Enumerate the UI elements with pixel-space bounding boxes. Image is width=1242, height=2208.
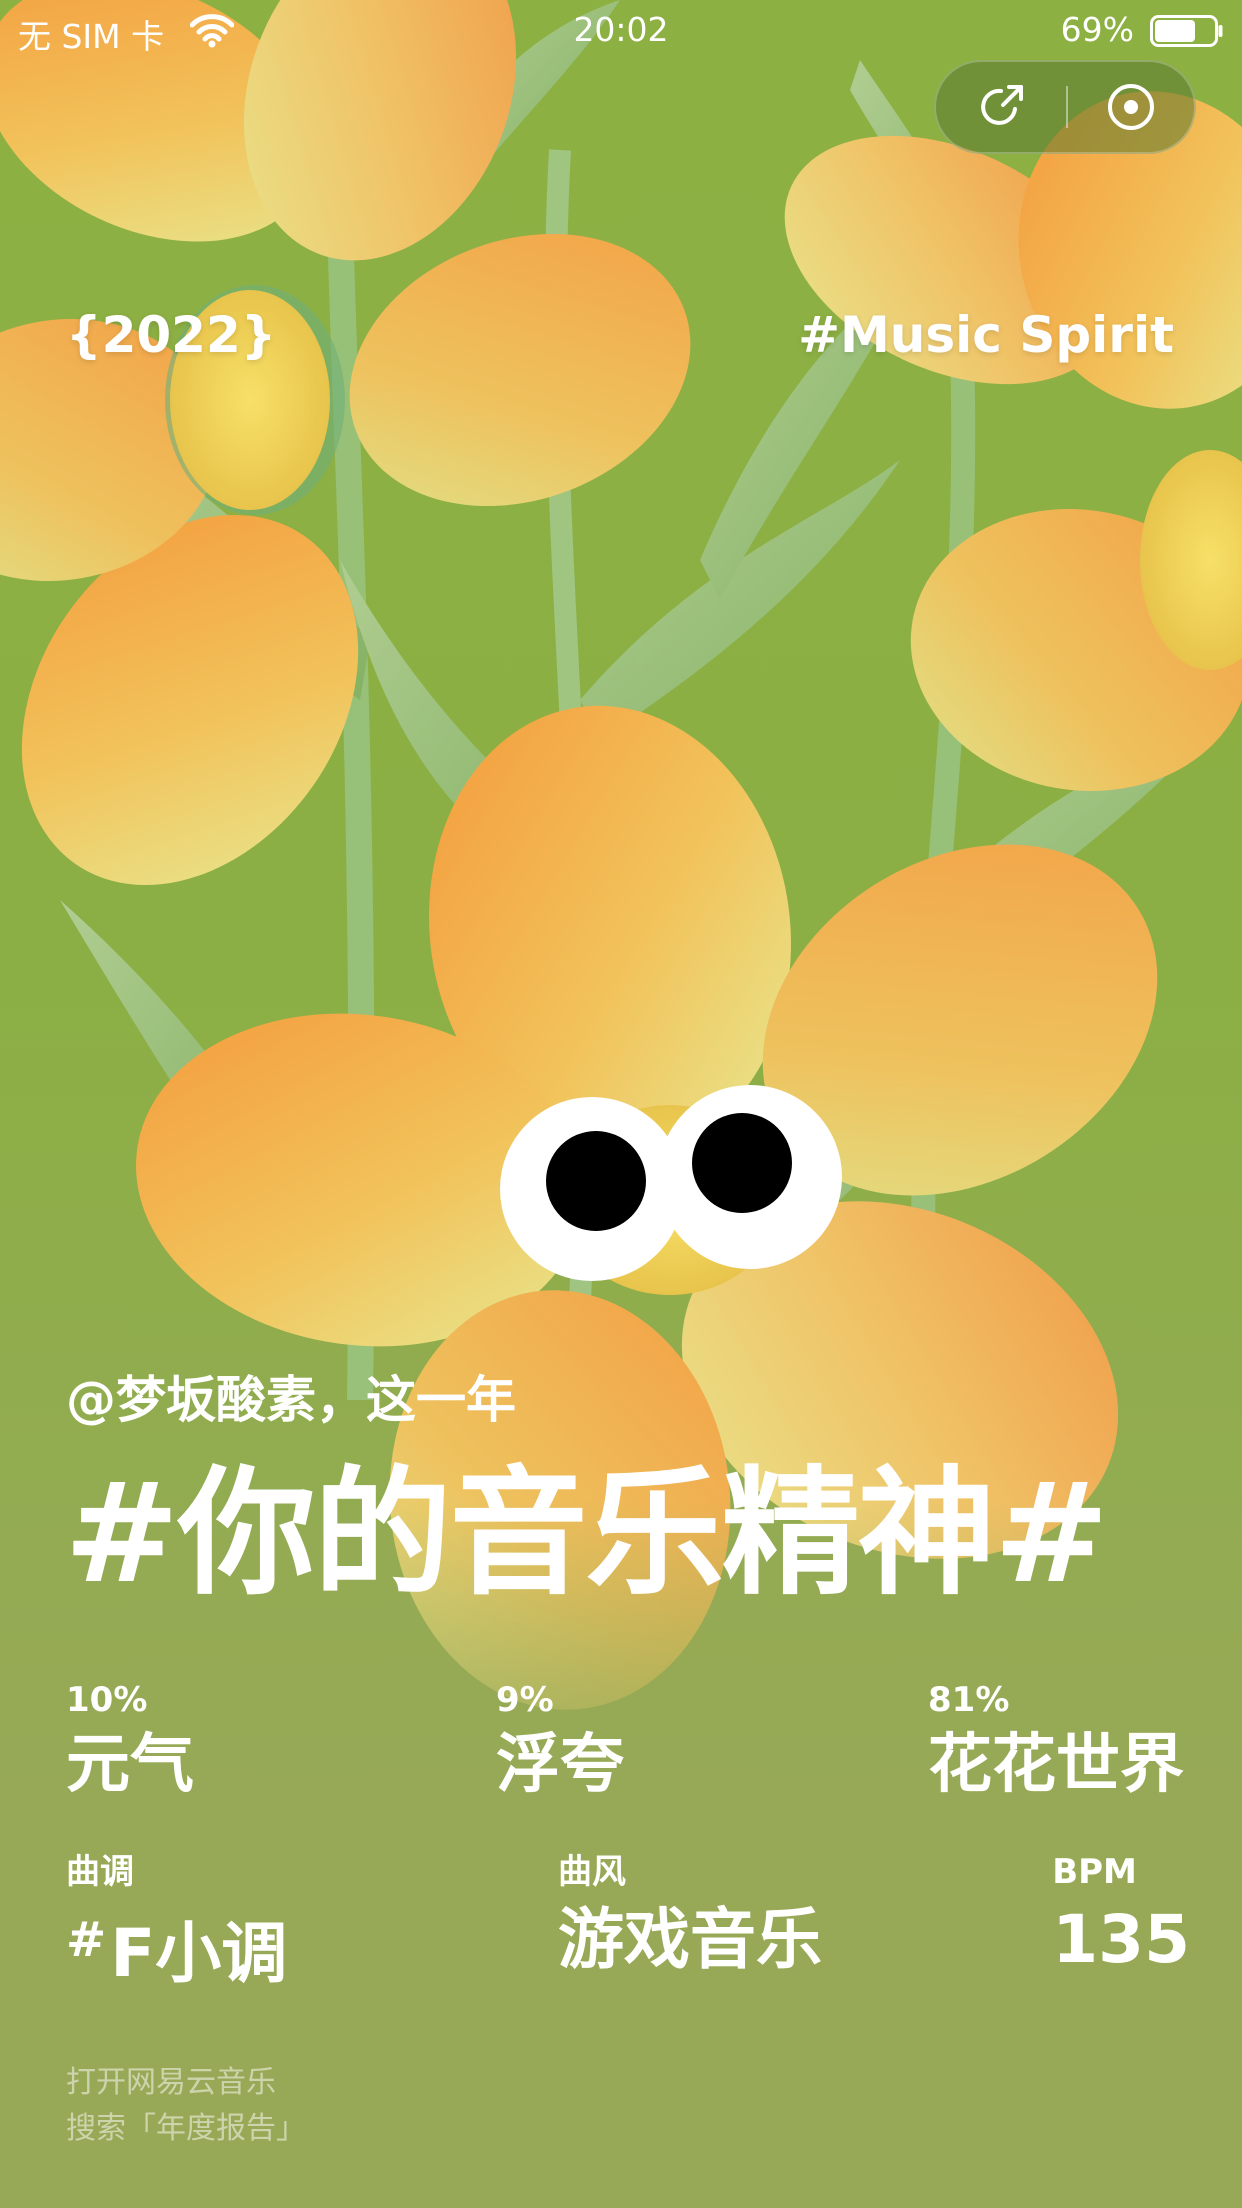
genre-info: 曲风 游戏音乐 — [558, 1852, 822, 1980]
bpm-info: BPM 135 — [1052, 1852, 1190, 1980]
footer-hint: 打开网易云音乐 搜索「年度报告」 — [66, 2060, 306, 2152]
key-info: 曲调 #F小调 — [66, 1852, 287, 1994]
mood-item-3: 81% 花花世界 — [928, 1680, 1184, 1804]
mood-percent: 9% — [496, 1680, 554, 1720]
genre-value: 游戏音乐 — [558, 1901, 822, 1978]
mood-name: 元气 — [66, 1728, 194, 1802]
clock: 20:02 — [573, 10, 669, 49]
key-label: 曲调 — [66, 1852, 134, 1892]
mood-item-2: 9% 浮夸 — [496, 1680, 624, 1804]
carrier-label: 无 SIM 卡 — [18, 17, 165, 56]
bpm-label: BPM — [1052, 1852, 1137, 1892]
key-hash: # — [66, 1912, 107, 1968]
music-spirit-tag: #Music Spirit — [798, 306, 1174, 364]
share-icon — [981, 85, 1023, 125]
close-miniprogram-button[interactable] — [1066, 62, 1196, 152]
target-circle-icon — [1108, 84, 1154, 130]
left-eye-pupil — [546, 1131, 646, 1231]
googly-eyes — [500, 1085, 842, 1281]
right-eye-pupil — [692, 1113, 792, 1213]
footer-line-2: 搜索「年度报告」 — [66, 2111, 306, 2146]
share-button[interactable] — [936, 62, 1066, 152]
key-value: F小调 — [110, 1915, 288, 1992]
wifi-icon — [190, 14, 234, 48]
footer-line-1: 打开网易云音乐 — [66, 2065, 276, 2100]
mood-percent: 81% — [928, 1680, 1010, 1720]
capsule-divider — [1066, 86, 1068, 128]
greeting-text: @梦坂酸素，这一年 — [66, 1371, 516, 1429]
battery-level-fill — [1155, 20, 1195, 42]
mood-item-1: 10% 元气 — [66, 1680, 194, 1804]
key-value-line: #F小调 — [66, 1900, 287, 1994]
battery-percent: 69% — [1060, 10, 1134, 49]
mood-percent: 10% — [66, 1680, 148, 1720]
status-bar: 无 SIM 卡 20:02 69% — [0, 0, 1242, 64]
battery-icon — [1150, 15, 1223, 47]
miniprogram-capsule — [934, 60, 1196, 154]
genre-label: 曲风 — [558, 1852, 626, 1892]
mood-name: 浮夸 — [496, 1728, 624, 1802]
page-title: #你的音乐精神# — [64, 1453, 1109, 1614]
bpm-value: 135 — [1052, 1901, 1190, 1978]
bottom-gradient-overlay — [0, 1500, 1242, 2208]
year-tag: {2022} — [66, 306, 277, 364]
mood-name: 花花世界 — [928, 1728, 1184, 1802]
